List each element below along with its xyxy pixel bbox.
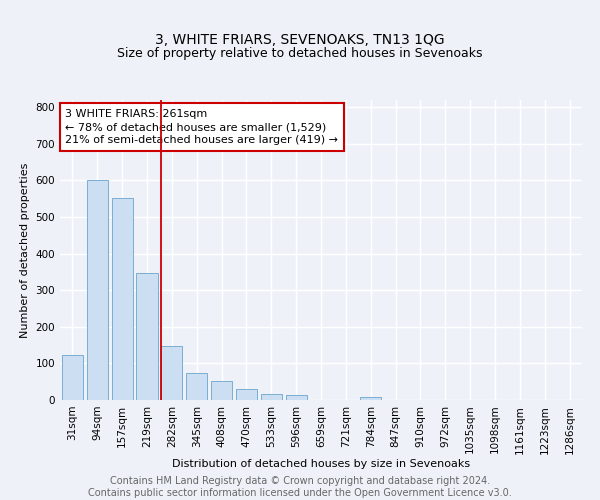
Bar xyxy=(87,180,108,400)
Bar xyxy=(360,396,381,400)
Bar xyxy=(186,373,207,400)
Bar xyxy=(236,389,257,400)
Bar xyxy=(161,346,182,400)
Text: 3 WHITE FRIARS: 261sqm
← 78% of detached houses are smaller (1,529)
21% of semi-: 3 WHITE FRIARS: 261sqm ← 78% of detached… xyxy=(65,109,338,146)
Bar xyxy=(211,382,232,400)
Bar xyxy=(136,273,158,400)
Text: Contains HM Land Registry data © Crown copyright and database right 2024.
Contai: Contains HM Land Registry data © Crown c… xyxy=(88,476,512,498)
Bar xyxy=(112,198,133,400)
Bar xyxy=(62,356,83,400)
X-axis label: Distribution of detached houses by size in Sevenoaks: Distribution of detached houses by size … xyxy=(172,459,470,469)
Text: 3, WHITE FRIARS, SEVENOAKS, TN13 1QG: 3, WHITE FRIARS, SEVENOAKS, TN13 1QG xyxy=(155,32,445,46)
Bar xyxy=(261,394,282,400)
Y-axis label: Number of detached properties: Number of detached properties xyxy=(20,162,30,338)
Bar xyxy=(286,394,307,400)
Text: Size of property relative to detached houses in Sevenoaks: Size of property relative to detached ho… xyxy=(117,48,483,60)
